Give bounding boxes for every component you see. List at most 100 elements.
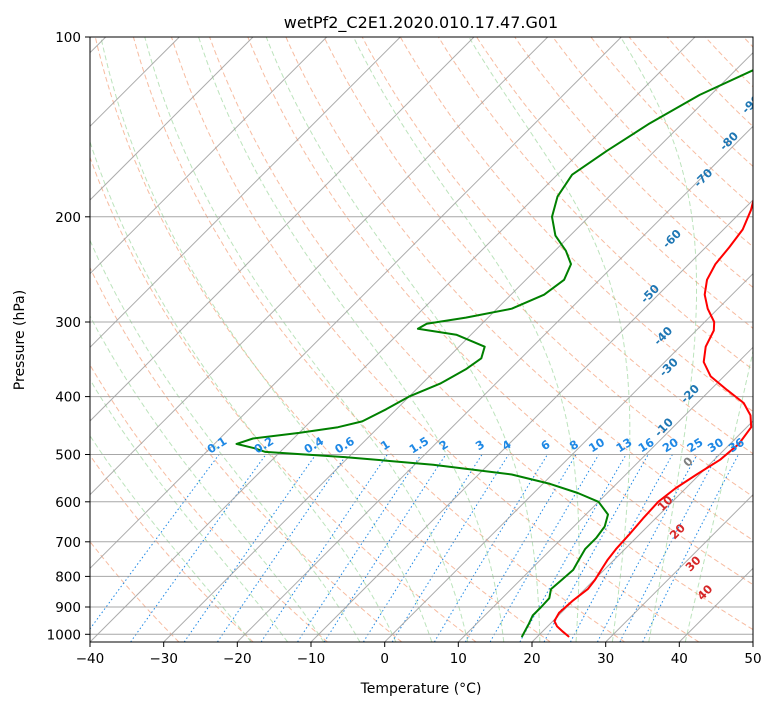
x-tick-label: 0 xyxy=(380,651,389,667)
dry-adiabat-line xyxy=(666,37,753,128)
x-tick-label: 10 xyxy=(450,651,467,667)
mixing-ratio-line xyxy=(362,454,483,642)
isotherm-line xyxy=(605,493,753,642)
y-tick-label: 700 xyxy=(55,535,81,551)
isotherm-line xyxy=(531,420,753,642)
dry-adiabat-line xyxy=(590,37,753,208)
x-tick-label: 20 xyxy=(523,651,540,667)
moist-adiabat-label: 0 xyxy=(680,454,696,470)
isotherm-line xyxy=(90,37,475,422)
dry-adiabat-label: 30 xyxy=(682,553,703,574)
dry-adiabat-line xyxy=(132,37,625,642)
mixing-ratio-label: 13 xyxy=(613,435,634,455)
dry-adiabat-line xyxy=(476,37,753,329)
y-tick-label: 500 xyxy=(55,448,81,464)
mixing-ratio-line xyxy=(297,454,422,642)
mixing-ratio-line xyxy=(596,454,698,642)
temperature-profile-line xyxy=(553,197,753,638)
dry-adiabat-line xyxy=(90,364,328,642)
moist-adiabat-line xyxy=(90,140,397,642)
isotherm-line xyxy=(752,641,753,642)
y-tick-label: 900 xyxy=(55,600,81,616)
mixing-ratio-line xyxy=(519,454,627,642)
moist-adiabat-line xyxy=(90,434,252,642)
isotherm-line xyxy=(310,199,753,642)
mixing-ratio-line xyxy=(464,454,577,642)
y-tick-label: 400 xyxy=(55,390,81,406)
moist-adiabat-line xyxy=(144,37,469,642)
mixing-ratio-line xyxy=(216,454,348,642)
y-tick-label: 1000 xyxy=(47,627,81,643)
y-tick-label: 100 xyxy=(55,30,81,46)
moist-adiabat-line xyxy=(353,37,580,642)
mixing-ratio-line xyxy=(90,454,220,630)
x-tick-label: −40 xyxy=(76,651,105,667)
dry-adiabat-line xyxy=(514,37,753,289)
dry-adiabat-line xyxy=(285,37,753,541)
moist-adiabat-label: -80 xyxy=(717,129,742,154)
isotherm-line xyxy=(90,37,254,201)
mixing-ratio-line xyxy=(323,454,447,642)
dry-adiabat-line xyxy=(90,266,403,642)
isotherm-line xyxy=(457,346,753,642)
moist-adiabat-label: -30 xyxy=(656,355,681,380)
x-tick-label: 40 xyxy=(671,651,688,667)
moist-adiabat-line xyxy=(468,37,631,642)
moist-adiabat-line xyxy=(90,314,325,642)
mixing-ratio-line xyxy=(489,454,600,642)
x-tick-label: 50 xyxy=(744,651,761,667)
dry-adiabat-line xyxy=(437,37,753,371)
moist-adiabat-label: -50 xyxy=(638,281,663,306)
dry-adiabat-label: 10 xyxy=(654,493,675,514)
dry-adiabat-line xyxy=(171,37,700,642)
mixing-ratio-line xyxy=(183,454,317,642)
x-tick-label: −30 xyxy=(149,651,178,667)
mixing-ratio-label: 25 xyxy=(684,435,705,455)
dewpoint-profile-line xyxy=(235,69,753,638)
x-tick-label: −20 xyxy=(223,651,252,667)
dry-adiabat-line xyxy=(94,37,551,642)
y-tick-label: 200 xyxy=(55,210,81,226)
mixing-ratio-line xyxy=(569,454,673,642)
isotherm-line xyxy=(678,567,753,642)
isotherm-line xyxy=(90,37,622,570)
mixing-ratio-label: 30 xyxy=(705,435,726,455)
mixing-ratio-label: 16 xyxy=(636,435,657,455)
mixing-ratio-label: 4 xyxy=(499,437,513,453)
dry-adiabat-line xyxy=(704,37,753,88)
mixing-ratio-label: 1.5 xyxy=(407,434,432,457)
moist-adiabat-label: -40 xyxy=(651,324,676,349)
isotherm-line xyxy=(236,125,753,642)
moist-adiabat-line xyxy=(100,37,433,642)
isotherm-line xyxy=(90,37,328,275)
isotherm-line xyxy=(384,272,753,642)
mixing-ratio-line xyxy=(619,454,719,642)
mixing-ratio-line xyxy=(433,454,548,642)
dry-adiabat-line xyxy=(90,155,477,642)
isotherm-line xyxy=(90,37,401,349)
dry-adiabat-line xyxy=(247,37,753,586)
y-tick-label: 300 xyxy=(55,315,81,331)
mixing-ratio-line xyxy=(260,454,388,642)
isotherm-line xyxy=(90,37,549,496)
moist-adiabat-line xyxy=(265,37,541,642)
moist-adiabat-label: -60 xyxy=(659,226,684,251)
mixing-ratio-line xyxy=(130,454,267,642)
x-axis-label: Temperature (°C) xyxy=(360,681,482,697)
mixing-ratio-label: 6 xyxy=(538,437,552,453)
moist-adiabat-line xyxy=(620,37,697,642)
dry-adiabat-line xyxy=(90,454,254,642)
moist-adiabat-line xyxy=(684,348,753,642)
moist-adiabat-line xyxy=(90,239,361,642)
chart-title: wetPf2_C2E1.2020.010.17.47.G01 xyxy=(284,13,558,33)
mixing-ratio-label: 0.1 xyxy=(205,434,230,457)
isotherm-line xyxy=(90,37,696,642)
dry-adiabat-line xyxy=(743,37,753,48)
dry-adiabat-line xyxy=(209,37,753,631)
dry-adiabat-line xyxy=(361,37,753,455)
dry-adiabat-label: 40 xyxy=(694,582,715,603)
mixing-ratio-label: 3 xyxy=(473,437,487,453)
y-tick-label: 600 xyxy=(55,495,81,511)
moist-adiabat-line xyxy=(198,37,505,642)
